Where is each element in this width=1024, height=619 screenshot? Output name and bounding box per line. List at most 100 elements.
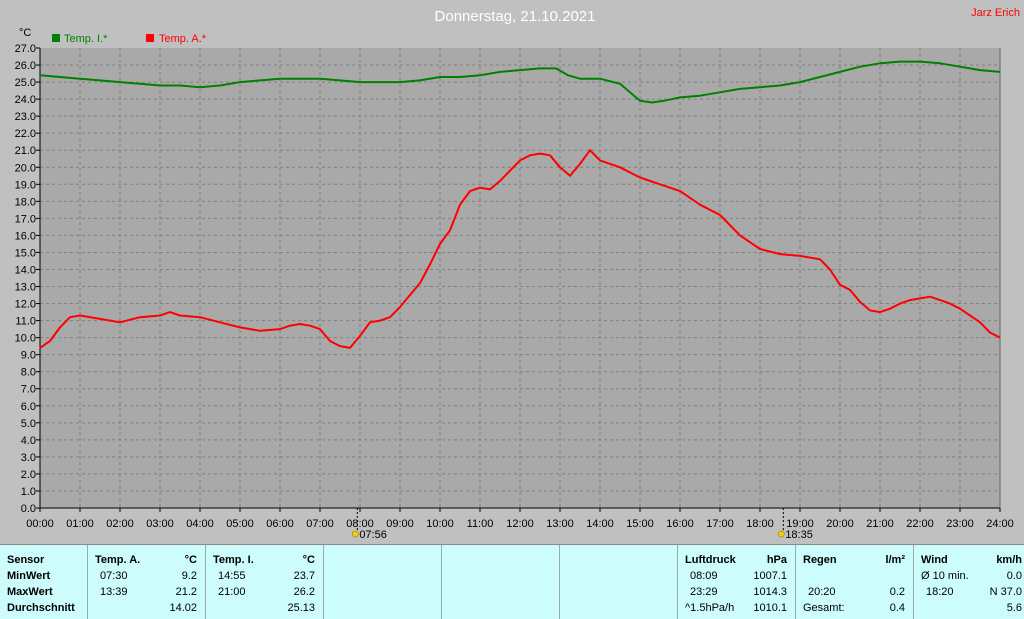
- legend-label-temp-i: Temp. I.*: [64, 33, 108, 45]
- author-label: Jarz Erich: [971, 7, 1020, 19]
- x-tick-label: 13:00: [546, 518, 574, 530]
- regen-unit: l/m²: [885, 554, 905, 566]
- x-tick-label: 12:00: [506, 518, 534, 530]
- x-tick-label: 04:00: [186, 518, 214, 530]
- temp-i-min-time: 14:55: [218, 570, 246, 582]
- temp-i-max: 26.2: [293, 586, 315, 598]
- x-tick-label: 06:00: [266, 518, 294, 530]
- row-label-max: MaxWert: [7, 586, 53, 598]
- temp-a-max-time: 13:39: [100, 586, 128, 598]
- temp-a-max: 21.2: [175, 586, 197, 598]
- x-tick-label: 02:00: [106, 518, 134, 530]
- x-axis-ticks: 00:00 01:00 02:00 03:00 04:00 05:00 06:00 07:00…: [26, 48, 1014, 530]
- y-tick-label: 27.0: [15, 43, 36, 55]
- regen-max: 0.2: [889, 586, 905, 598]
- y-tick-label: 12.0: [15, 299, 36, 311]
- temp-a-header: Temp. A.: [95, 554, 141, 566]
- wind-unit: km/h: [996, 554, 1022, 566]
- temp-i-header: Temp. I.: [213, 554, 254, 566]
- x-tick-label: 05:00: [226, 518, 254, 530]
- legend-label-temp-a: Temp. A.*: [159, 33, 207, 45]
- x-tick-label: 24:00: [986, 518, 1014, 530]
- empty-column: [560, 545, 678, 619]
- chart-title: Donnerstag, 21.10.2021: [435, 8, 596, 25]
- legend-swatch-temp-a: [146, 34, 154, 42]
- luft-current: 1010.1: [753, 602, 787, 614]
- legend: Temp. I.* Temp. A.*: [52, 33, 207, 45]
- temp-a-avg: 14.02: [169, 602, 197, 614]
- empty-column: [442, 545, 560, 619]
- sensor-header: Sensor: [7, 554, 45, 566]
- x-tick-label: 20:00: [826, 518, 854, 530]
- y-tick-label: 10.0: [15, 333, 36, 345]
- luft-unit: hPa: [766, 554, 787, 566]
- y-tick-label: 23.0: [15, 111, 36, 123]
- temp-i-avg: 25.13: [287, 602, 315, 614]
- wind-current: 5.6: [1006, 602, 1022, 614]
- y-tick-label: 3.0: [21, 452, 36, 464]
- x-tick-label: 11:00: [467, 518, 494, 530]
- empty-column: [324, 545, 442, 619]
- x-tick-label: 15:00: [626, 518, 654, 530]
- x-tick-label: 17:00: [706, 518, 734, 530]
- temperature-chart: Donnerstag, 21.10.2021 Jarz Erich °C Tem…: [15, 7, 1020, 541]
- statistics-table: Sensor MinWert MaxWert Durchschnitt Temp…: [0, 544, 1024, 619]
- temp-a-unit: °C: [184, 554, 197, 566]
- regen-max-time: 20:20: [808, 586, 836, 598]
- wind-avg: 0.0: [1006, 570, 1022, 582]
- y-tick-label: 0.0: [21, 503, 36, 515]
- y-tick-label: 18.0: [15, 196, 36, 208]
- x-tick-label: 16:00: [666, 518, 694, 530]
- y-tick-label: 2.0: [21, 469, 36, 481]
- luft-max: 1014.3: [753, 586, 787, 598]
- sunrise-time-label: 07:56: [359, 529, 387, 541]
- regen-header: Regen: [803, 554, 837, 566]
- sunset-icon: [778, 530, 785, 538]
- y-tick-label: 13.0: [15, 282, 36, 294]
- y-axis-ticks: 0.0 1.0 2.0 3.0 4.0 5.0 6.0 7.0 8.0 9.0 10.0 11.0 12…: [15, 43, 40, 515]
- x-tick-label: 14:00: [586, 518, 614, 530]
- y-tick-label: 26.0: [15, 60, 36, 72]
- x-tick-label: 08:00: [346, 518, 374, 530]
- series-line-temp-i: [39, 60, 1001, 104]
- series-lines: [39, 60, 1001, 349]
- x-tick-label: 19:00: [786, 518, 814, 530]
- x-tick-label: 03:00: [146, 518, 174, 530]
- wind-max: N 37.0: [989, 586, 1022, 598]
- y-tick-label: 8.0: [21, 367, 36, 379]
- luft-header: Luftdruck: [685, 554, 736, 566]
- x-tick-label: 21:00: [866, 518, 894, 530]
- grid: [40, 48, 1000, 508]
- y-tick-label: 5.0: [21, 418, 36, 430]
- x-tick-label: 10:00: [426, 518, 454, 530]
- y-tick-label: 21.0: [15, 145, 36, 157]
- y-tick-label: 1.0: [21, 486, 36, 498]
- x-tick-label: 09:00: [386, 518, 414, 530]
- sunrise-icon: [352, 530, 359, 538]
- wind-avg-label: Ø 10 min.: [921, 570, 969, 582]
- wind-header: Wind: [921, 554, 948, 566]
- y-tick-label: 7.0: [21, 384, 36, 396]
- row-label-min: MinWert: [7, 570, 51, 582]
- luft-trend: ^1.5hPa/h: [685, 602, 735, 614]
- temp-i-min: 23.7: [293, 570, 315, 582]
- regen-total: 0.4: [889, 602, 905, 614]
- y-tick-label: 19.0: [15, 179, 36, 191]
- sunset-time-label: 18:35: [785, 529, 813, 541]
- x-tick-label: 23:00: [946, 518, 974, 530]
- temp-a-min-time: 07:30: [100, 570, 128, 582]
- y-tick-label: 4.0: [21, 435, 36, 447]
- y-tick-label: 24.0: [15, 94, 36, 106]
- wind-max-time: 18:20: [926, 586, 954, 598]
- luft-min-time: 08:09: [690, 570, 718, 582]
- y-tick-label: 20.0: [15, 162, 36, 174]
- y-tick-label: 9.0: [21, 350, 36, 362]
- luft-min: 1007.1: [753, 570, 787, 582]
- temp-a-min: 9.2: [181, 570, 197, 582]
- y-tick-label: 6.0: [21, 401, 36, 413]
- temp-i-max-time: 21:00: [218, 586, 246, 598]
- y-tick-label: 22.0: [15, 128, 36, 140]
- regen-total-label: Gesamt:: [803, 602, 845, 614]
- y-tick-label: 14.0: [15, 264, 36, 276]
- series-line-temp-a: [39, 149, 1001, 349]
